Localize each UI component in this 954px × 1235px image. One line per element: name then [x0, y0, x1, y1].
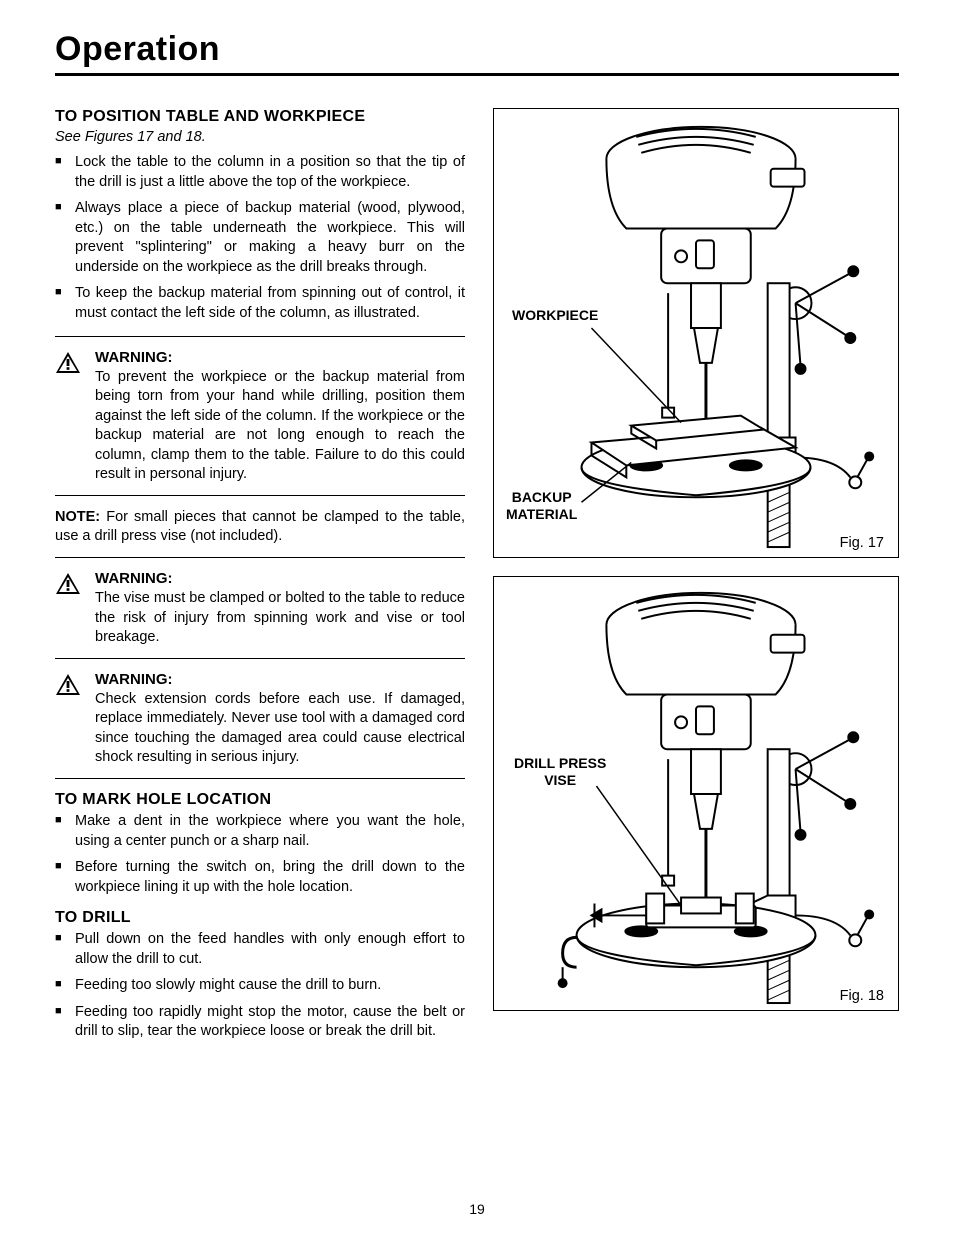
warning-block-1: WARNING: To prevent the workpiece or the… — [55, 349, 465, 485]
figure-label-17: Fig. 17 — [840, 535, 888, 551]
bullet-item: Lock the table to the column in a positi… — [55, 153, 465, 192]
note-body: For small pieces that cannot be clamped … — [55, 509, 465, 545]
warning-icon — [55, 671, 83, 768]
warning-block-2: WARNING: The vise must be clamped or bol… — [55, 570, 465, 648]
divider — [55, 658, 465, 659]
warning-title: WARNING: — [95, 570, 465, 587]
section3-bullets: Pull down on the feed handles with only … — [55, 930, 465, 1042]
divider — [55, 336, 465, 337]
bullet-item: To keep the backup material from spinnin… — [55, 284, 465, 323]
see-figures: See Figures 17 and 18. — [55, 129, 465, 145]
callout-backup-material: BACKUP MATERIAL — [506, 489, 577, 523]
warning-body: The vise must be clamped or bolted to th… — [95, 589, 465, 648]
figure-17: WORKPIECE BACKUP MATERIAL Fig. 17 — [493, 108, 899, 558]
bullet-item: Make a dent in the workpiece where you w… — [55, 812, 465, 851]
note-paragraph: NOTE: For small pieces that cannot be cl… — [55, 508, 465, 547]
callout-workpiece: WORKPIECE — [512, 307, 598, 324]
figure-label-18: Fig. 18 — [840, 988, 888, 1004]
warning-title: WARNING: — [95, 671, 465, 688]
warning-title: WARNING: — [95, 349, 465, 366]
section-heading-mark: TO MARK HOLE LOCATION — [55, 791, 465, 809]
divider — [55, 495, 465, 496]
bullet-item: Feeding too rapidly might stop the motor… — [55, 1003, 465, 1042]
note-label: NOTE: — [55, 509, 100, 525]
page-title: Operation — [55, 30, 899, 76]
divider — [55, 778, 465, 779]
warning-body: To prevent the workpiece or the backup m… — [95, 368, 465, 485]
section2-bullets: Make a dent in the workpiece where you w… — [55, 812, 465, 897]
drill-press-illustration-18 — [494, 577, 898, 1010]
left-column: TO POSITION TABLE AND WORKPIECE See Figu… — [55, 108, 465, 1054]
page-number: 19 — [0, 1201, 954, 1217]
figure-18: DRILL PRESS VISE Fig. 18 — [493, 576, 899, 1011]
warning-icon — [55, 570, 83, 648]
right-column: WORKPIECE BACKUP MATERIAL Fig. 17 — [493, 108, 899, 1054]
section-heading-position: TO POSITION TABLE AND WORKPIECE — [55, 108, 465, 126]
warning-body: Check extension cords before each use. I… — [95, 690, 465, 768]
bullet-item: Feeding too slowly might cause the drill… — [55, 976, 465, 996]
warning-block-3: WARNING: Check extension cords before ea… — [55, 671, 465, 768]
bullet-item: Pull down on the feed handles with only … — [55, 930, 465, 969]
section1-bullets: Lock the table to the column in a positi… — [55, 153, 465, 324]
bullet-item: Before turning the switch on, bring the … — [55, 858, 465, 897]
section-heading-drill: TO DRILL — [55, 909, 465, 927]
bullet-item: Always place a piece of backup material … — [55, 199, 465, 277]
warning-icon — [55, 349, 83, 485]
divider — [55, 557, 465, 558]
callout-drill-press-vise: DRILL PRESS VISE — [514, 755, 606, 789]
